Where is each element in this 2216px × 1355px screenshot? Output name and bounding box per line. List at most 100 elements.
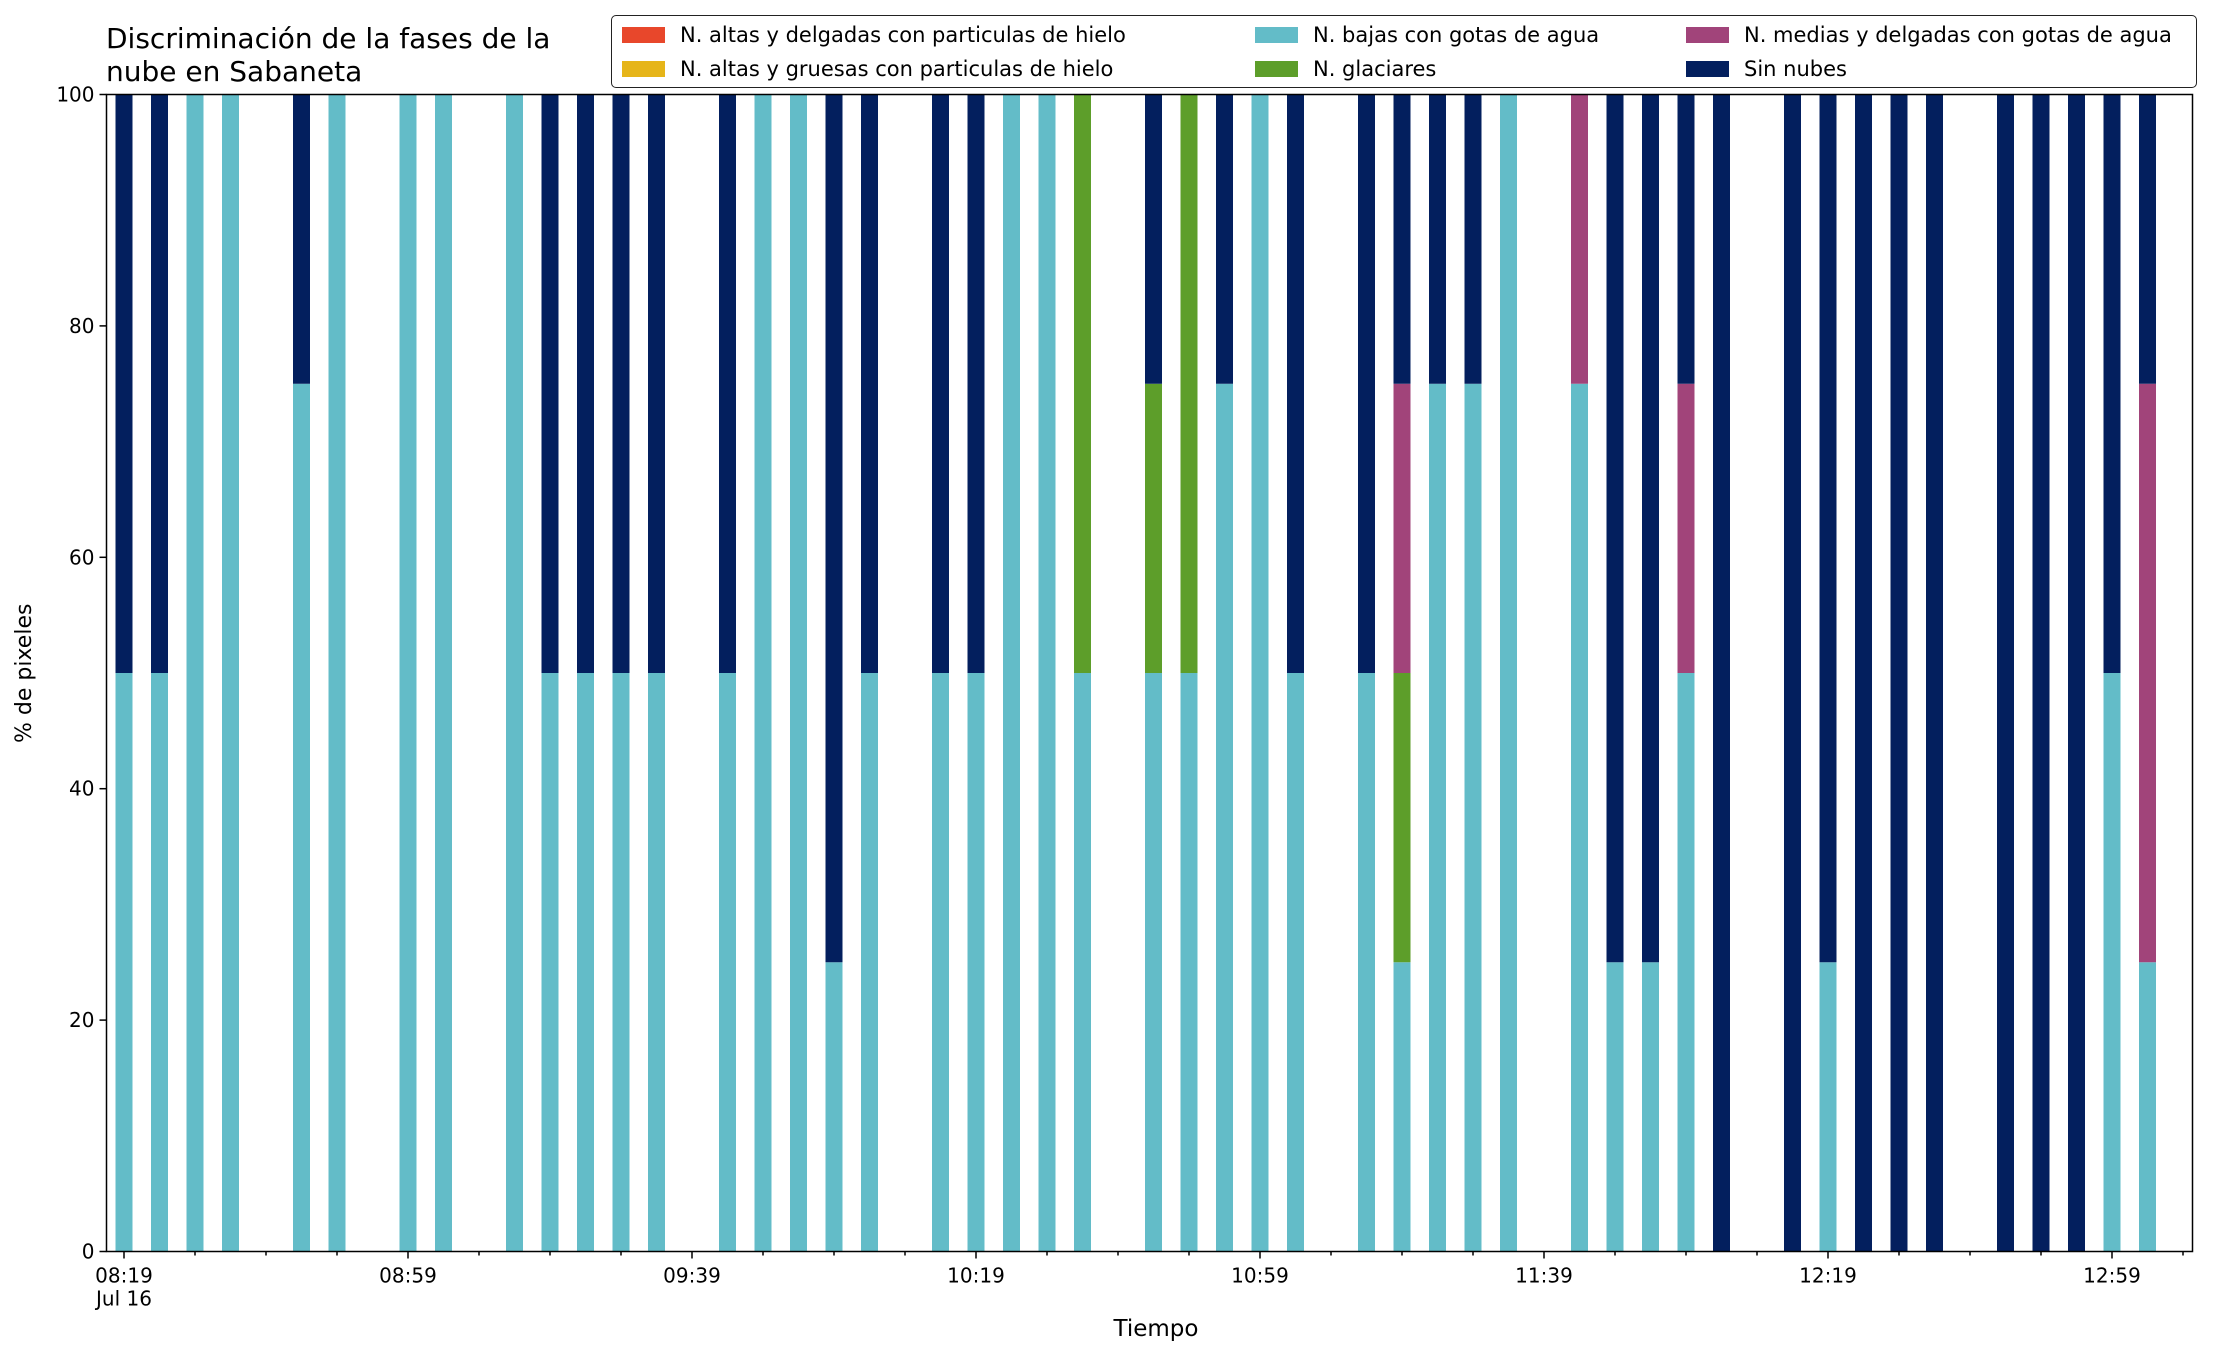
bar-segment-1304-s4 — [2139, 383, 2156, 963]
bar-segment-1019-s2 — [967, 673, 985, 1252]
x-tick-label-7: 12:59 — [2083, 1264, 2141, 1288]
bar-segment-1259-s5 — [2103, 94, 2121, 673]
legend-swatch-altas-delgadas — [622, 27, 665, 43]
bar-segment-1044-s3 — [1145, 383, 1162, 673]
legend-label-glaciares: N. glaciares — [1313, 57, 1437, 81]
bar-segment-0934-s2 — [648, 673, 665, 1252]
legend-swatch-glaciares — [1255, 61, 1298, 77]
legend: N. altas y delgadas con particulas de hi… — [611, 15, 2197, 88]
bar-segment-0824-s5 — [151, 94, 168, 673]
bar-segment-0844-s5 — [293, 94, 310, 384]
bar-segment-1129-s5 — [1464, 94, 1482, 384]
bar-segment-0949-s2 — [754, 94, 772, 1252]
bar-segment-1054-s2 — [1216, 383, 1233, 1252]
y-tick-label-0: 0 — [82, 1240, 95, 1264]
legend-item-bajas: N. bajas con gotas de agua — [1255, 20, 1599, 50]
bar-segment-1229-s5 — [1890, 94, 1908, 1252]
bar-segment-1059-s2 — [1251, 94, 1269, 1252]
y-tick-label-20: 20 — [69, 1008, 94, 1032]
legend-label-altas-delgadas: N. altas y delgadas con particulas de hi… — [680, 23, 1126, 47]
bar-segment-0904-s2 — [435, 94, 452, 1252]
bar-segment-0849-s2 — [328, 94, 346, 1252]
bar-segment-1219-s5 — [1819, 94, 1837, 963]
bar-segment-0954-s2 — [790, 94, 807, 1252]
bar-segment-1114-s2 — [1358, 673, 1375, 1252]
bar-segment-0844-s2 — [293, 383, 310, 1252]
x-tick-label-4: 10:59 — [1231, 1264, 1289, 1288]
legend-item-medias: N. medias y delgadas con gotas de agua — [1686, 20, 2172, 50]
x-tick-label-5: 11:39 — [1515, 1264, 1573, 1288]
legend-label-bajas: N. bajas con gotas de agua — [1313, 23, 1600, 47]
bar-segment-1019-s5 — [967, 94, 985, 673]
bar-segment-0824-s2 — [151, 673, 168, 1252]
bar-segment-0924-s5 — [577, 94, 594, 673]
legend-item-glaciares: N. glaciares — [1255, 54, 1436, 84]
bar-segment-0829-s2 — [186, 94, 204, 1252]
bar-segment-1149-s5 — [1606, 94, 1624, 963]
bar-segment-1149-s2 — [1606, 962, 1624, 1252]
bar-segment-1224-s5 — [1855, 94, 1872, 1252]
bar-segment-0919-s2 — [541, 673, 559, 1252]
bar-segment-0934-s5 — [648, 94, 665, 673]
bar-segment-1034-s3 — [1074, 94, 1091, 673]
bar-segment-1204-s5 — [1713, 94, 1730, 1252]
bar-segment-1259-s2 — [2103, 673, 2121, 1252]
bar-segment-1124-s5 — [1429, 94, 1446, 384]
x-axis-label-row: Tiempo — [0, 1316, 2216, 1342]
bar-segment-1049-s3 — [1180, 94, 1198, 673]
bar-segment-1144-s4 — [1571, 94, 1588, 384]
x-tick-label-1: 08:59 — [379, 1264, 437, 1288]
bar-segment-1119-s2 — [1393, 962, 1411, 1252]
legend-label-medias: N. medias y delgadas con gotas de agua — [1744, 23, 2172, 47]
bar-segment-1304-s2 — [2139, 962, 2156, 1252]
bar-segment-1029-s2 — [1038, 94, 1056, 1252]
legend-swatch-sin-nubes — [1686, 61, 1729, 77]
bar-segment-0929-s5 — [612, 94, 630, 673]
bar-segment-0959-s2 — [825, 962, 843, 1252]
legend-label-altas-gruesas: N. altas y gruesas con particulas de hie… — [680, 57, 1114, 81]
chart-title: Discriminación de la fases de la nube en… — [106, 22, 551, 88]
bar-segment-0959-s5 — [825, 94, 843, 963]
legend-item-altas-delgadas: N. altas y delgadas con particulas de hi… — [622, 20, 1126, 50]
plot-frame — [105, 93, 2194, 1253]
bar-segment-1119-s4 — [1393, 383, 1411, 673]
bar-segment-1244-s5 — [1997, 94, 2014, 1252]
bar-segment-1254-s5 — [2068, 94, 2085, 1252]
legend-item-sin-nubes: Sin nubes — [1686, 54, 1847, 84]
bar-segment-1004-s5 — [861, 94, 878, 673]
y-axis-label: % de pixeles — [12, 603, 37, 743]
bar-segment-1129-s2 — [1464, 383, 1482, 1252]
bar-segment-1219-s2 — [1819, 962, 1837, 1252]
legend-swatch-medias — [1686, 27, 1729, 43]
bar-segment-0914-s2 — [506, 94, 523, 1252]
bar-segment-1159-s5 — [1677, 94, 1695, 384]
bar-segment-1119-s5 — [1393, 94, 1411, 384]
legend-swatch-altas-gruesas — [622, 61, 665, 77]
bar-segment-0834-s2 — [222, 94, 239, 1252]
bar-segment-1124-s2 — [1429, 383, 1446, 1252]
bar-segment-0944-s2 — [719, 673, 736, 1252]
bar-segment-0924-s2 — [577, 673, 594, 1252]
legend-label-sin-nubes: Sin nubes — [1744, 57, 1847, 81]
bar-segment-1154-s2 — [1642, 962, 1659, 1252]
bar-segment-1034-s2 — [1074, 673, 1091, 1252]
bar-segment-1119-s3 — [1393, 673, 1411, 963]
bar-segment-1144-s2 — [1571, 383, 1588, 1252]
bar-segment-1014-s2 — [932, 673, 949, 1252]
bar-segment-0929-s2 — [612, 673, 630, 1252]
bar-segment-0919-s5 — [541, 94, 559, 673]
y-tick-label-60: 60 — [69, 545, 94, 569]
legend-swatch-bajas — [1255, 27, 1298, 43]
y-tick-label-80: 80 — [69, 314, 94, 338]
x-axis-label: Tiempo — [1113, 1316, 1199, 1342]
x-tick-label-0-sub: Jul 16 — [94, 1287, 152, 1311]
bar-segment-1234-s5 — [1926, 94, 1943, 1252]
bar-segment-1214-s5 — [1784, 94, 1801, 1252]
x-tick-label-6: 12:19 — [1799, 1264, 1857, 1288]
y-tick-label-40: 40 — [69, 777, 94, 801]
bar-segment-0944-s5 — [719, 94, 736, 673]
bar-segment-1249-s5 — [2032, 94, 2050, 1252]
y-tick-label-100: 100 — [56, 83, 94, 107]
